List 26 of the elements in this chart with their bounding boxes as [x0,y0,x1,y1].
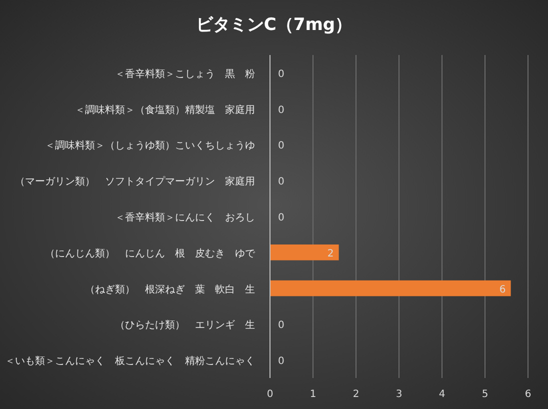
x-tick-label: 5 [482,389,488,400]
y-tick-label: ＜調味料類＞（食塩類）精製塩 家庭用 [75,104,255,116]
y-tick-label: ＜いも類＞こんにゃく 板こんにゃく 精粉こんにゃく [5,355,255,368]
y-tick-label: （ひらたけ類） エリンギ 生 [115,319,255,332]
data-label: 2 [327,248,334,260]
data-label: 0 [278,212,284,224]
chart-title: ビタミンC（7mg） [196,15,352,35]
x-tick-label: 1 [310,389,316,400]
data-label: 0 [278,140,284,152]
data-label: 6 [499,284,506,296]
y-tick-label: ＜香辛料類＞こしょう 黒 粉 [115,68,255,80]
data-label: 0 [278,356,284,368]
data-label: 0 [278,104,284,116]
x-tick-label: 3 [396,389,402,400]
x-tick-label: 2 [352,389,360,400]
data-label: 0 [278,68,284,80]
y-tick-label: ＜調味料類＞（しょうゆ類）こいくちしょうゆ [45,140,255,152]
y-tick-label: （にんじん類） にんじん 根 皮むき ゆで [45,247,256,260]
x-tick-label: 0 [266,389,274,400]
data-label: 0 [278,320,284,332]
y-tick-label: （ねぎ類） 根深ねぎ 葉 軟白 生 [85,283,255,296]
x-tick-label: 4 [438,389,446,400]
x-tick-label: 6 [524,389,532,400]
y-tick-label: ＜香辛料類＞にんにく おろし [115,212,255,224]
data-label: 0 [278,176,284,188]
y-tick-label: （マーガリン類） ソフトタイプマーガリン 家庭用 [15,176,255,188]
